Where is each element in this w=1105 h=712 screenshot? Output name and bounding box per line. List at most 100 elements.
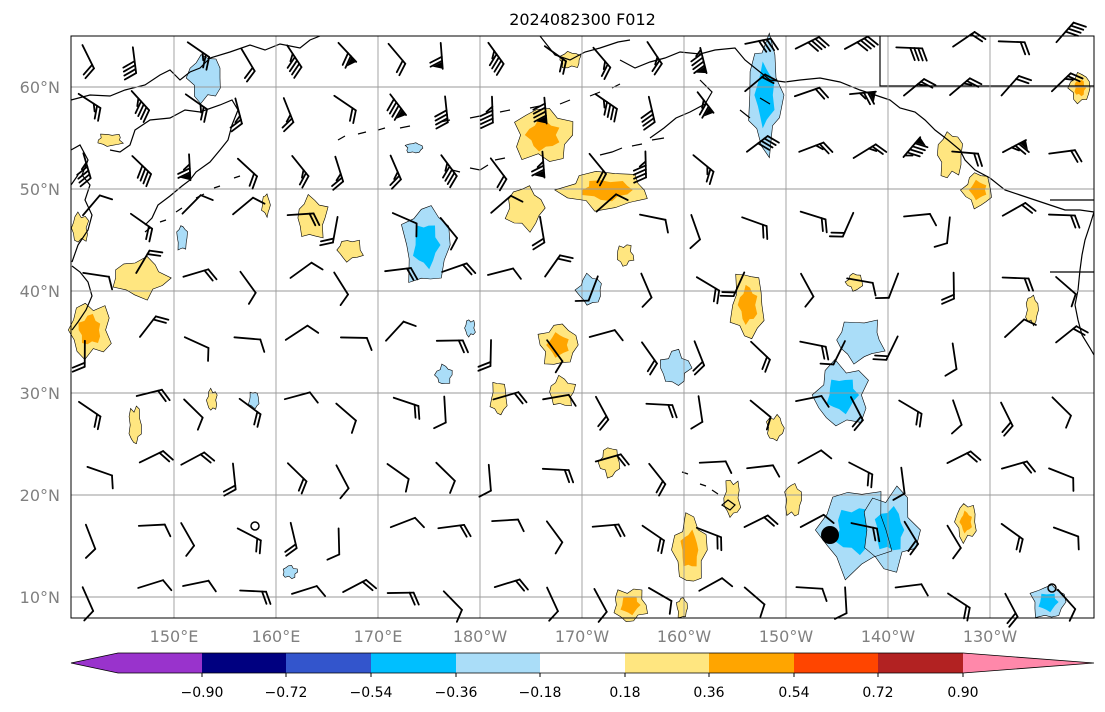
wind-barb (799, 340, 830, 361)
wind-barb (850, 396, 864, 432)
colorbar-segment (286, 653, 371, 673)
wind-barb (333, 271, 349, 306)
wind-barb (82, 272, 114, 291)
strong-positive-anomaly-area (680, 529, 699, 567)
lon-label: 180°W (453, 627, 508, 646)
positive-anomaly-area (297, 194, 329, 238)
wind-barb (86, 465, 114, 490)
wind-barb (490, 194, 524, 214)
positive-anomaly-area (937, 131, 963, 178)
wind-barb (531, 215, 546, 251)
wind-barb (442, 590, 463, 623)
contour-line (261, 193, 271, 219)
wind-barb (795, 586, 828, 602)
lon-label: 140°W (861, 627, 916, 646)
contour-line (537, 323, 579, 365)
positive-anomaly-area (549, 375, 576, 406)
contour-line (574, 272, 602, 306)
colorbar-tick-label: 0.54 (778, 685, 809, 701)
wind-barb (798, 141, 834, 155)
wind-barb (386, 591, 420, 606)
wind-barb (236, 157, 258, 190)
wind-barb (746, 464, 781, 478)
wind-barb (391, 212, 418, 238)
lat-label: 20°N (20, 486, 60, 505)
contour-line (185, 54, 221, 105)
colorbar-outline (70, 652, 1095, 674)
wind-barb (182, 579, 217, 593)
wind-barb (1055, 21, 1087, 44)
coastline-na (1074, 211, 1095, 356)
wind-barb (177, 153, 192, 182)
wind-barb (1004, 318, 1037, 338)
contour-line (613, 588, 648, 623)
wind-barb (744, 73, 778, 93)
wind-barb (744, 37, 779, 53)
wind-barb (289, 261, 324, 279)
wind-barb (477, 339, 492, 372)
wind-barb (437, 524, 472, 538)
strong-positive-anomaly-area (546, 332, 569, 358)
contour-line (954, 503, 977, 545)
wind-barb (951, 150, 983, 167)
wind-barb (1055, 325, 1089, 344)
strong-positive-anomaly-area (581, 180, 633, 202)
wind-barb (440, 154, 458, 189)
contour-line (247, 391, 260, 410)
wind-barb (903, 213, 938, 227)
wind-barb (640, 95, 656, 131)
wind-barb (493, 578, 529, 592)
wind-barb (872, 335, 899, 361)
filled-contours (68, 33, 1090, 622)
calm-circle (250, 521, 260, 531)
graticule (71, 36, 1094, 618)
wind-barb (592, 46, 612, 80)
wind-barb (339, 336, 373, 351)
calm-circle (1047, 583, 1057, 593)
wind-barb (180, 451, 216, 466)
wind-barb (222, 462, 237, 497)
wind-barb (698, 577, 734, 592)
positive-anomaly-area (129, 406, 142, 444)
contour-line (937, 131, 963, 179)
storm-center-marker (821, 526, 839, 544)
wind-barb (1001, 276, 1035, 292)
wind-barb (545, 520, 564, 555)
wind-barb (435, 461, 456, 494)
colorbar-extend-high (963, 653, 1094, 673)
contour-line (434, 363, 453, 385)
wind-barb (641, 341, 658, 376)
contour-line (206, 387, 218, 411)
wind-barb (690, 46, 708, 75)
strong-positive-anomaly-area (959, 510, 972, 534)
wind-barb (487, 41, 505, 76)
coastlines (70, 35, 1095, 511)
wind-barb (1055, 276, 1077, 308)
longitude-labels: 150°E 160°E 170°E 180°W 170°W 160°W 150°W 140°W… (150, 627, 1018, 646)
wind-barb (546, 586, 559, 622)
negative-anomaly-area (186, 54, 221, 104)
wind-barb (281, 97, 295, 133)
positive-anomaly-area (766, 414, 785, 441)
wind-barb (129, 212, 154, 243)
wind-barb (594, 453, 630, 467)
contour-line (549, 374, 576, 407)
wind-barb (389, 154, 402, 190)
contour-line (836, 319, 886, 365)
wind-barb (799, 210, 828, 234)
wind-barb (546, 339, 564, 374)
contour-line (1067, 71, 1091, 105)
wind-barb (1056, 588, 1077, 622)
wind-barb (71, 339, 86, 373)
wind-barb (1048, 149, 1083, 163)
contour-line (128, 405, 142, 445)
wind-barb (180, 522, 195, 557)
wind-barb (903, 78, 937, 97)
wind-barb (542, 393, 577, 407)
wind-barb (137, 523, 172, 538)
wind-barb (385, 320, 417, 342)
lon-label: 160°E (252, 627, 301, 646)
wind-barb (238, 397, 262, 428)
wind-barb (138, 450, 174, 464)
contour-line (112, 256, 172, 301)
